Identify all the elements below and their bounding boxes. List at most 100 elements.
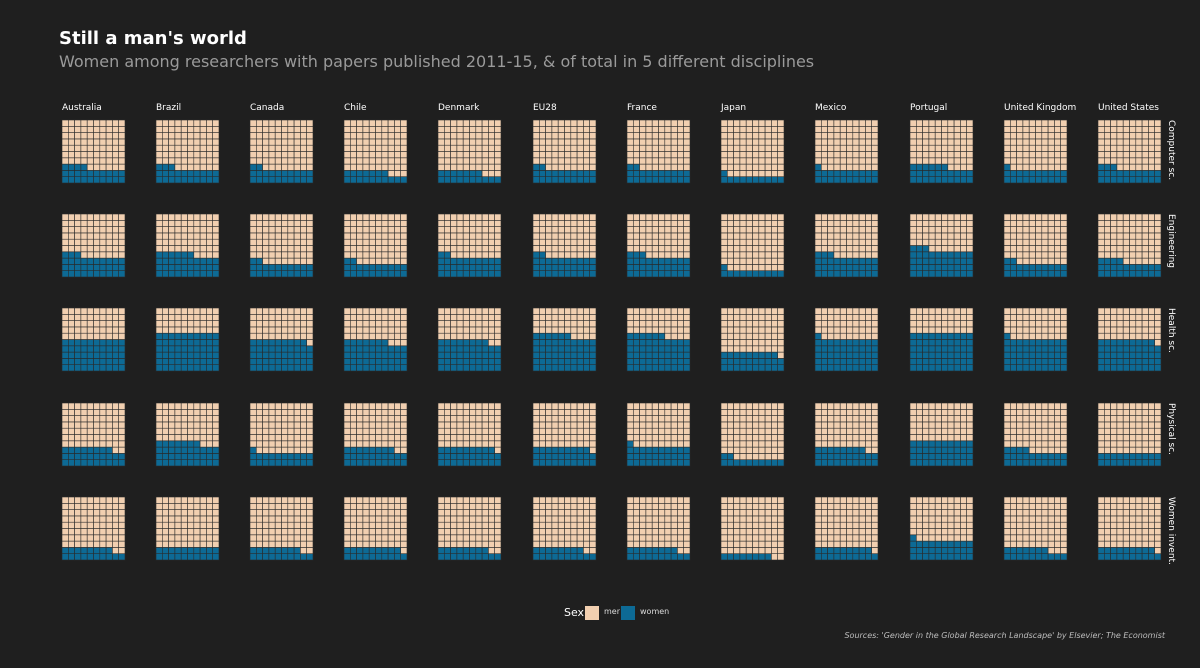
cell-men xyxy=(733,144,741,152)
cell-men xyxy=(1135,326,1143,334)
cell-men xyxy=(966,163,974,171)
cell-women xyxy=(86,345,94,353)
cell-men xyxy=(758,264,766,271)
cell-men xyxy=(1154,151,1162,159)
cell-men xyxy=(456,427,464,435)
cell-men xyxy=(349,427,357,435)
cell-men xyxy=(443,163,451,171)
cell-women xyxy=(488,264,495,271)
cell-men xyxy=(726,402,734,410)
cell-men xyxy=(820,245,828,253)
cell-men xyxy=(381,232,389,240)
cell-women xyxy=(381,358,389,365)
cell-men xyxy=(839,313,847,321)
cell-women xyxy=(570,270,578,278)
cell-men xyxy=(118,408,126,416)
cell-men xyxy=(80,434,88,442)
cell-women xyxy=(249,358,257,365)
cell-women xyxy=(443,446,451,454)
cell-men xyxy=(112,144,120,152)
cell-women xyxy=(720,358,728,365)
cell-men xyxy=(99,245,107,253)
cell-men xyxy=(758,421,766,429)
cell-women xyxy=(852,351,860,359)
cell-men xyxy=(80,332,88,340)
cell-men xyxy=(187,402,195,410)
cell-women xyxy=(928,364,936,372)
cell-men xyxy=(1060,427,1068,435)
cell-men xyxy=(570,163,578,171)
cell-men xyxy=(545,163,553,171)
cell-men xyxy=(1054,440,1062,448)
cell-women xyxy=(966,170,974,177)
cell-men xyxy=(677,220,685,227)
cell-men xyxy=(80,232,88,240)
cell-women xyxy=(570,364,578,372)
waffle-mexico-3 xyxy=(814,402,879,467)
cell-women xyxy=(212,547,220,555)
cell-women xyxy=(193,440,201,448)
cell-men xyxy=(180,434,188,442)
cell-women xyxy=(349,459,357,467)
cell-men xyxy=(494,421,502,429)
cell-men xyxy=(300,238,307,246)
cell-men xyxy=(909,151,917,159)
cell-women xyxy=(462,176,470,184)
cell-men xyxy=(1003,157,1011,165)
cell-women xyxy=(814,176,822,184)
cell-men xyxy=(155,213,163,221)
cell-men xyxy=(362,238,370,246)
cell-men xyxy=(381,421,389,429)
cell-men xyxy=(362,220,370,227)
cell-men xyxy=(551,415,559,423)
cell-men xyxy=(394,446,401,454)
cell-women xyxy=(1097,176,1105,184)
cell-women xyxy=(1097,345,1105,353)
cell-men xyxy=(162,245,169,253)
cell-men xyxy=(287,307,295,315)
cell-men xyxy=(858,232,866,240)
cell-men xyxy=(118,163,126,171)
cell-men xyxy=(212,126,220,133)
cell-men xyxy=(1060,163,1068,171)
cell-men xyxy=(400,151,408,159)
cell-women xyxy=(1003,270,1011,278)
cell-men xyxy=(626,313,634,321)
cell-women xyxy=(86,553,94,561)
cell-men xyxy=(1041,157,1049,165)
cell-women xyxy=(814,264,822,271)
waffle-brazil-0 xyxy=(155,119,220,184)
cell-men xyxy=(941,320,949,328)
cell-men xyxy=(1016,132,1024,140)
cell-men xyxy=(733,402,741,410)
cell-women xyxy=(966,459,974,467)
cell-men xyxy=(362,434,370,442)
cell-women xyxy=(576,459,584,467)
cell-men xyxy=(827,245,835,253)
cell-men xyxy=(752,453,760,460)
cell-women xyxy=(953,176,961,184)
cell-women xyxy=(966,364,974,372)
cell-men xyxy=(583,163,591,171)
cell-men xyxy=(557,326,565,334)
cell-men xyxy=(639,126,647,133)
cell-men xyxy=(726,151,734,159)
cell-men xyxy=(362,313,370,321)
cell-women xyxy=(155,459,163,467)
cell-men xyxy=(846,313,854,321)
cell-women xyxy=(570,345,578,353)
cell-men xyxy=(1154,434,1162,442)
cell-men xyxy=(947,220,955,227)
cell-men xyxy=(545,408,553,416)
cell-women xyxy=(274,264,282,271)
cell-men xyxy=(922,132,930,140)
cell-women xyxy=(1116,345,1124,353)
cell-men xyxy=(456,138,464,146)
cell-men xyxy=(632,157,640,165)
cell-men xyxy=(538,138,546,146)
cell-men xyxy=(488,421,495,429)
cell-women xyxy=(68,345,75,353)
cell-women xyxy=(570,339,578,347)
cell-men xyxy=(362,119,370,127)
cell-women xyxy=(356,459,364,467)
